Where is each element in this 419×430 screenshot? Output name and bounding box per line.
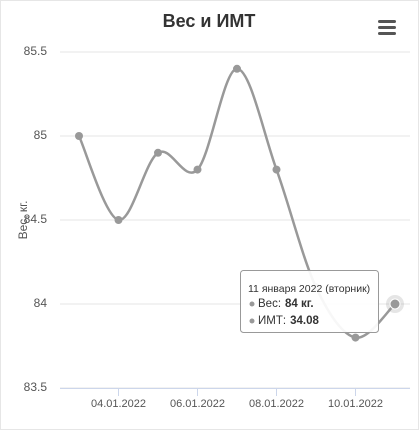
- y-axis-label: Вес, кг.: [16, 201, 30, 240]
- y-tick-label: 85: [34, 128, 48, 142]
- point: [272, 165, 281, 174]
- point: [154, 148, 162, 157]
- point: [193, 165, 202, 174]
- menu-bar: [378, 26, 396, 29]
- y-tick-label: 84: [34, 296, 48, 310]
- point: [75, 132, 83, 140]
- tooltip: 11 января 2022 (вторник) Вес: 84 кг. ИМТ: 34…: [240, 270, 379, 333]
- point: [114, 216, 123, 224]
- x-tick-label: 04.01.2022: [91, 398, 146, 410]
- x-tick-label: 08.01.2022: [249, 398, 304, 410]
- tooltip-row-value: 34.08: [290, 315, 319, 327]
- y-tick-label: 83.5: [24, 380, 48, 394]
- x-tick-label: 10.01.2022: [328, 398, 383, 410]
- point: [351, 333, 360, 342]
- tooltip-box: [240, 270, 379, 333]
- chart-title: Вес и ИМТ: [163, 11, 256, 31]
- tooltip-title: 11 января 2022 (вторник): [248, 283, 370, 295]
- menu-bar: [378, 32, 396, 35]
- point: [389, 298, 401, 310]
- tooltip-row-label: Вес:: [258, 298, 281, 310]
- tooltip-marker: [249, 301, 255, 307]
- y-tick-label: 84.5: [24, 212, 48, 226]
- tooltip-row-label: ИМТ:: [258, 315, 286, 327]
- tooltip-marker: [249, 318, 255, 324]
- menu-button[interactable]: [377, 18, 397, 36]
- x-tick-label: 06.01.2022: [170, 398, 225, 410]
- tooltip-row-value: 84 кг.: [285, 298, 314, 310]
- point: [233, 64, 241, 73]
- menu-bar: [378, 20, 396, 23]
- y-tick-label: 85.5: [24, 44, 48, 58]
